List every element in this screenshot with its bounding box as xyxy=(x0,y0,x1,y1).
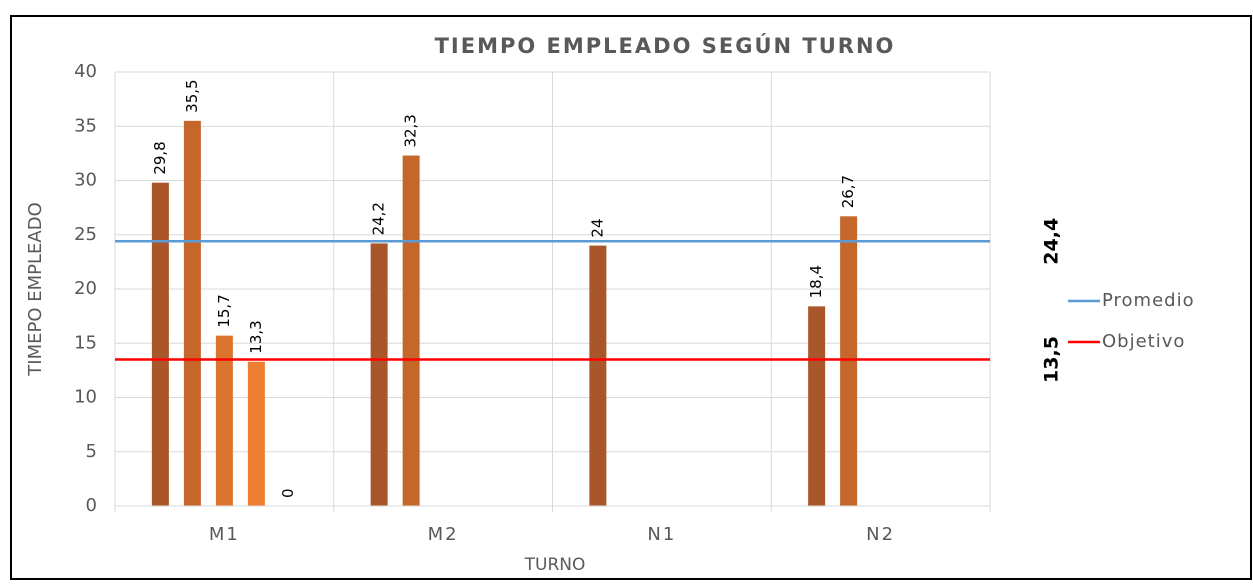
data-label: 24 xyxy=(588,219,606,238)
x-tick-label: M2 xyxy=(428,524,459,545)
bar xyxy=(840,216,858,506)
bar xyxy=(808,306,826,506)
x-tick-label: N1 xyxy=(647,524,676,545)
data-label: 13,3 xyxy=(247,320,265,353)
data-label: 18,4 xyxy=(807,265,825,298)
legend-label: Promedio xyxy=(1102,290,1195,311)
bar xyxy=(402,155,420,507)
y-tick-label: 10 xyxy=(74,387,97,408)
data-label: 35,5 xyxy=(183,79,201,112)
bar xyxy=(370,243,388,506)
data-label: 26,7 xyxy=(839,175,857,208)
bar xyxy=(215,335,233,506)
bar xyxy=(151,182,169,507)
y-tick-label: 0 xyxy=(86,495,97,516)
x-tick-label: N2 xyxy=(866,524,895,545)
legend-label: Objetivo xyxy=(1102,331,1185,352)
data-label: 32,3 xyxy=(402,114,420,147)
bar xyxy=(247,361,265,506)
data-label: 24,2 xyxy=(370,202,388,235)
y-tick-label: 35 xyxy=(74,115,97,136)
data-label: 29,8 xyxy=(151,141,169,174)
y-tick-label: 15 xyxy=(74,332,97,353)
reference-label: 13,5 xyxy=(1041,336,1063,383)
y-tick-label: 30 xyxy=(74,170,97,191)
y-tick-label: 25 xyxy=(74,224,97,245)
x-tick-label: M1 xyxy=(209,524,240,545)
chart-title: TIEMPO EMPLEADO SEGÚN TURNO xyxy=(435,33,896,58)
reference-label: 24,4 xyxy=(1041,218,1063,265)
data-label: 0 xyxy=(279,488,297,498)
x-axis-label: TURNO xyxy=(524,555,586,575)
bar xyxy=(183,120,201,506)
y-tick-label: 20 xyxy=(74,278,97,299)
bar xyxy=(589,245,607,506)
data-label: 15,7 xyxy=(215,294,233,327)
y-tick-label: 5 xyxy=(86,441,97,462)
y-axis-label: TIMEPO EMPLEADO xyxy=(25,202,46,376)
y-tick-label: 40 xyxy=(74,61,97,82)
